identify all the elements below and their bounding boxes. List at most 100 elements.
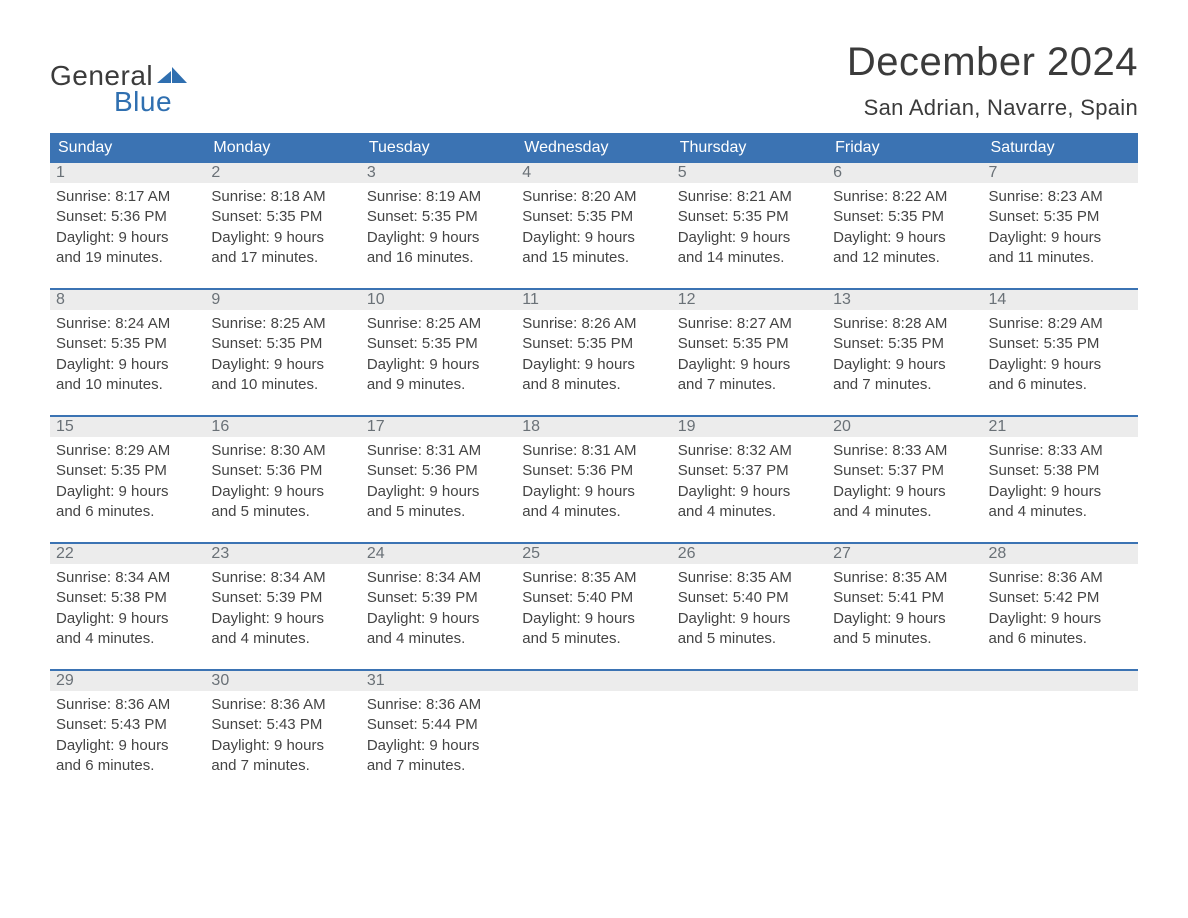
daylight-line-1: Daylight: 9 hours — [367, 736, 510, 756]
day-cell: 14Sunrise: 8:29 AMSunset: 5:35 PMDayligh… — [983, 290, 1138, 401]
day-number: 26 — [672, 544, 827, 564]
sunrise-line: Sunrise: 8:25 AM — [211, 314, 354, 334]
day-body: Sunrise: 8:27 AMSunset: 5:35 PMDaylight:… — [672, 310, 827, 401]
sunset-line: Sunset: 5:35 PM — [56, 461, 199, 481]
weeks-container: 1Sunrise: 8:17 AMSunset: 5:36 PMDaylight… — [50, 163, 1138, 782]
day-body: Sunrise: 8:26 AMSunset: 5:35 PMDaylight:… — [516, 310, 671, 401]
sunrise-line: Sunrise: 8:25 AM — [367, 314, 510, 334]
sunrise-line: Sunrise: 8:33 AM — [833, 441, 976, 461]
week-row: 22Sunrise: 8:34 AMSunset: 5:38 PMDayligh… — [50, 542, 1138, 655]
day-body: Sunrise: 8:17 AMSunset: 5:36 PMDaylight:… — [50, 183, 205, 274]
daylight-line-2: and 7 minutes. — [367, 756, 510, 776]
day-cell: 9Sunrise: 8:25 AMSunset: 5:35 PMDaylight… — [205, 290, 360, 401]
daylight-line-2: and 10 minutes. — [211, 375, 354, 395]
day-number: 12 — [672, 290, 827, 310]
day-number-empty — [516, 671, 671, 691]
sunrise-line: Sunrise: 8:36 AM — [367, 695, 510, 715]
daylight-line-1: Daylight: 9 hours — [367, 228, 510, 248]
day-number: 15 — [50, 417, 205, 437]
daylight-line-2: and 5 minutes. — [211, 502, 354, 522]
day-body: Sunrise: 8:33 AMSunset: 5:37 PMDaylight:… — [827, 437, 982, 528]
sunrise-line: Sunrise: 8:18 AM — [211, 187, 354, 207]
daylight-line-1: Daylight: 9 hours — [989, 609, 1132, 629]
day-body: Sunrise: 8:36 AMSunset: 5:42 PMDaylight:… — [983, 564, 1138, 655]
day-body: Sunrise: 8:20 AMSunset: 5:35 PMDaylight:… — [516, 183, 671, 274]
daylight-line-2: and 4 minutes. — [211, 629, 354, 649]
day-cell: 18Sunrise: 8:31 AMSunset: 5:36 PMDayligh… — [516, 417, 671, 528]
day-body: Sunrise: 8:22 AMSunset: 5:35 PMDaylight:… — [827, 183, 982, 274]
sunrise-line: Sunrise: 8:19 AM — [367, 187, 510, 207]
sunset-line: Sunset: 5:35 PM — [989, 207, 1132, 227]
day-body: Sunrise: 8:31 AMSunset: 5:36 PMDaylight:… — [361, 437, 516, 528]
daylight-line-2: and 19 minutes. — [56, 248, 199, 268]
sunset-line: Sunset: 5:35 PM — [989, 334, 1132, 354]
day-number: 22 — [50, 544, 205, 564]
sunset-line: Sunset: 5:37 PM — [833, 461, 976, 481]
day-number: 8 — [50, 290, 205, 310]
sunrise-line: Sunrise: 8:34 AM — [367, 568, 510, 588]
sunrise-line: Sunrise: 8:24 AM — [56, 314, 199, 334]
day-body: Sunrise: 8:21 AMSunset: 5:35 PMDaylight:… — [672, 183, 827, 274]
sunrise-line: Sunrise: 8:31 AM — [522, 441, 665, 461]
sunset-line: Sunset: 5:36 PM — [211, 461, 354, 481]
day-cell: 30Sunrise: 8:36 AMSunset: 5:43 PMDayligh… — [205, 671, 360, 782]
sunset-line: Sunset: 5:39 PM — [367, 588, 510, 608]
day-number-empty — [983, 671, 1138, 691]
sunset-line: Sunset: 5:39 PM — [211, 588, 354, 608]
weekday-header: Thursday — [672, 133, 827, 163]
day-cell — [983, 671, 1138, 782]
day-number: 21 — [983, 417, 1138, 437]
sunset-line: Sunset: 5:35 PM — [833, 334, 976, 354]
sunset-line: Sunset: 5:36 PM — [56, 207, 199, 227]
daylight-line-2: and 8 minutes. — [522, 375, 665, 395]
day-number: 30 — [205, 671, 360, 691]
weekday-header: Monday — [205, 133, 360, 163]
day-cell: 3Sunrise: 8:19 AMSunset: 5:35 PMDaylight… — [361, 163, 516, 274]
day-body: Sunrise: 8:35 AMSunset: 5:40 PMDaylight:… — [672, 564, 827, 655]
day-cell: 12Sunrise: 8:27 AMSunset: 5:35 PMDayligh… — [672, 290, 827, 401]
logo-text-blue: Blue — [114, 86, 172, 118]
daylight-line-1: Daylight: 9 hours — [989, 482, 1132, 502]
sunrise-line: Sunrise: 8:35 AM — [522, 568, 665, 588]
sunrise-line: Sunrise: 8:23 AM — [989, 187, 1132, 207]
day-body: Sunrise: 8:36 AMSunset: 5:44 PMDaylight:… — [361, 691, 516, 782]
day-number: 28 — [983, 544, 1138, 564]
week-row: 29Sunrise: 8:36 AMSunset: 5:43 PMDayligh… — [50, 669, 1138, 782]
sunrise-line: Sunrise: 8:35 AM — [833, 568, 976, 588]
day-body: Sunrise: 8:19 AMSunset: 5:35 PMDaylight:… — [361, 183, 516, 274]
weekday-header: Friday — [827, 133, 982, 163]
day-body: Sunrise: 8:28 AMSunset: 5:35 PMDaylight:… — [827, 310, 982, 401]
daylight-line-1: Daylight: 9 hours — [522, 228, 665, 248]
week-row: 8Sunrise: 8:24 AMSunset: 5:35 PMDaylight… — [50, 288, 1138, 401]
daylight-line-2: and 5 minutes. — [522, 629, 665, 649]
day-cell: 28Sunrise: 8:36 AMSunset: 5:42 PMDayligh… — [983, 544, 1138, 655]
sunset-line: Sunset: 5:35 PM — [56, 334, 199, 354]
sunset-line: Sunset: 5:36 PM — [367, 461, 510, 481]
daylight-line-1: Daylight: 9 hours — [56, 609, 199, 629]
weekday-header: Sunday — [50, 133, 205, 163]
week-row: 15Sunrise: 8:29 AMSunset: 5:35 PMDayligh… — [50, 415, 1138, 528]
daylight-line-2: and 7 minutes. — [833, 375, 976, 395]
sunset-line: Sunset: 5:35 PM — [522, 207, 665, 227]
day-number: 20 — [827, 417, 982, 437]
sunset-line: Sunset: 5:44 PM — [367, 715, 510, 735]
day-number: 17 — [361, 417, 516, 437]
day-body: Sunrise: 8:18 AMSunset: 5:35 PMDaylight:… — [205, 183, 360, 274]
day-number: 25 — [516, 544, 671, 564]
sunrise-line: Sunrise: 8:36 AM — [56, 695, 199, 715]
daylight-line-2: and 6 minutes. — [56, 502, 199, 522]
day-body: Sunrise: 8:29 AMSunset: 5:35 PMDaylight:… — [50, 437, 205, 528]
sunrise-line: Sunrise: 8:26 AM — [522, 314, 665, 334]
sunset-line: Sunset: 5:35 PM — [211, 334, 354, 354]
day-body: Sunrise: 8:30 AMSunset: 5:36 PMDaylight:… — [205, 437, 360, 528]
day-cell: 7Sunrise: 8:23 AMSunset: 5:35 PMDaylight… — [983, 163, 1138, 274]
day-cell: 17Sunrise: 8:31 AMSunset: 5:36 PMDayligh… — [361, 417, 516, 528]
sunset-line: Sunset: 5:42 PM — [989, 588, 1132, 608]
daylight-line-2: and 4 minutes. — [367, 629, 510, 649]
daylight-line-1: Daylight: 9 hours — [989, 228, 1132, 248]
day-body: Sunrise: 8:25 AMSunset: 5:35 PMDaylight:… — [361, 310, 516, 401]
sunset-line: Sunset: 5:43 PM — [56, 715, 199, 735]
week-row: 1Sunrise: 8:17 AMSunset: 5:36 PMDaylight… — [50, 163, 1138, 274]
day-cell: 5Sunrise: 8:21 AMSunset: 5:35 PMDaylight… — [672, 163, 827, 274]
day-cell — [827, 671, 982, 782]
